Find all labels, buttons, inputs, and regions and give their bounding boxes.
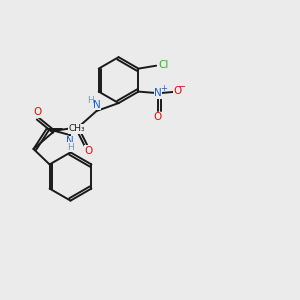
Text: CH₃: CH₃ [68,124,85,133]
Text: +: + [160,84,167,93]
Text: N: N [154,88,162,98]
Text: N: N [93,100,101,110]
Text: Cl: Cl [158,60,169,70]
Text: O: O [154,112,162,122]
Text: O: O [174,86,182,96]
Text: N: N [66,136,74,146]
Text: H: H [87,96,93,105]
Text: O: O [85,146,93,156]
Text: −: − [178,82,186,92]
Text: O: O [33,107,41,117]
Text: H: H [67,143,74,152]
